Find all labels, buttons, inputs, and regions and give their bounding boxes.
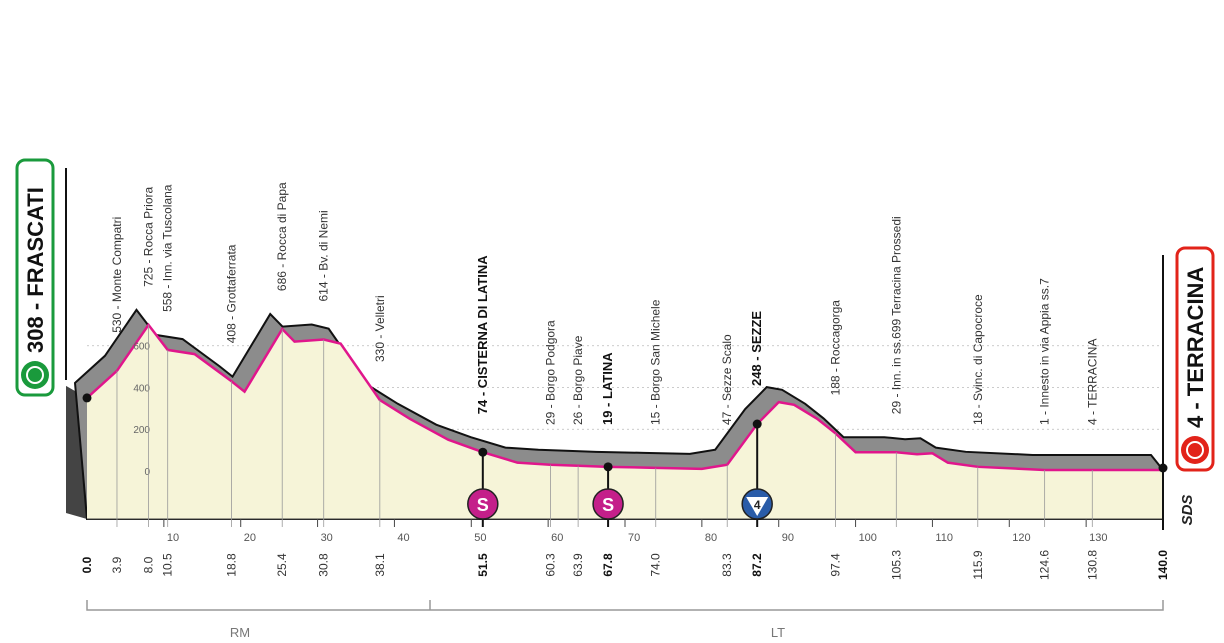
waypoint-km: 38.1 [373,553,387,577]
waypoint-dot [478,447,488,457]
start-dot [82,393,92,403]
waypoint-km: 25.4 [275,553,289,577]
finish-km: 140.0 [1156,550,1170,580]
x-tick-label: 20 [244,532,256,544]
start-icon [21,361,49,389]
y-tick-label: 0 [144,467,150,478]
finish-icon [1181,436,1209,464]
x-tick-label: 130 [1089,532,1107,544]
waypoint-km: 83.3 [720,553,734,577]
waypoint-label: 74 - CISTERNA DI LATINA [475,255,490,415]
start-box [15,158,55,397]
sprint-icon [592,488,624,520]
waypoint-km: 97.4 [829,553,843,577]
waypoint-km: 18.8 [224,553,238,577]
waypoint-label: 1 - Innesto in via Appia ss.7 [1038,278,1052,425]
waypoint-label: 188 - Roccagorga [829,300,843,396]
icon-label: 4 [754,498,761,512]
waypoint-km: 87.2 [750,553,764,577]
icon-label: S [602,495,614,515]
waypoint-km: 74.0 [649,553,663,577]
waypoint-km: 51.5 [476,553,490,577]
finish-label: 4 - TERRACINA [1183,267,1208,428]
x-tick-label: 50 [474,532,486,544]
waypoint-km: 10.5 [161,553,175,577]
x-tick-label: 10 [167,532,179,544]
waypoint-dot [603,462,613,472]
profile-area [87,324,1163,519]
waypoint-km: 105.3 [889,550,903,580]
start-icon-inner [26,366,44,384]
waypoint-label: 29 - Borgo Podgora [543,320,557,425]
waypoint-label: 248 - SEZZE [749,311,764,386]
waypoint-km: 30.8 [317,553,331,577]
x-tick-label: 120 [1012,532,1030,544]
finish-icon-inner [1186,441,1204,459]
waypoint-label: 558 - Inn. via Tuscolana [161,184,175,312]
y-tick-label: 400 [133,383,150,394]
finish-box [1175,246,1215,472]
waypoint-km: 60.3 [543,553,557,577]
waypoint-label: 725 - Rocca Priora [141,187,155,287]
x-tick-label: 30 [321,532,333,544]
x-tick-label: 70 [628,532,640,544]
region-bracket [86,600,1164,611]
icon-label: S [477,495,489,515]
waypoint-km: 67.8 [601,553,615,577]
waypoint-label: 330 - Velletri [373,295,387,362]
region-label: RM [230,625,250,640]
waypoint-label: 530 - Monte Compatri [110,217,124,333]
kom-triangle [746,497,769,516]
waypoint-km: 63.9 [571,553,585,577]
waypoint-label: 408 - Grottaferrata [224,244,238,343]
waypoint-km: 115.9 [971,550,985,579]
waypoint-km: 3.9 [110,556,124,573]
x-tick-label: 110 [935,532,953,544]
waypoint-label: 614 - Bv. di Nemi [317,210,331,301]
waypoint-label: 47 - Sezze Scalo [720,334,734,425]
waypoint-label: 18 - Svinc. di Capocroce [971,294,985,425]
waypoint-label: 19 - LATINA [600,352,615,425]
waypoint-dot [752,419,762,429]
waypoint-km: 130.8 [1085,550,1099,580]
x-tick-label: 90 [782,532,794,544]
waypoint-km: 124.6 [1038,550,1052,580]
start-km: 0.0 [80,556,94,573]
waypoint-label: 29 - Inn. in ss.699 Terracina Prossedi [889,216,903,414]
waypoint-label: 4 - TERRACINA [1085,339,1099,425]
waypoint-label: 26 - Borgo Piave [571,335,585,425]
x-tick-label: 100 [859,532,877,544]
y-tick-label: 200 [133,425,150,436]
region-label: LT [771,625,785,640]
start-label: 308 - FRASCATI [23,187,48,353]
waypoint-km: 8.0 [141,556,155,573]
x-tick-label: 60 [551,532,563,544]
profile-line [86,322,1163,472]
sprint-icon [467,488,499,520]
waypoint-label: 15 - Borgo San Michele [649,299,663,425]
x-tick-label: 40 [397,532,409,544]
waypoint-label: 686 - Rocca di Papa [275,182,289,291]
logo: SDS [1179,495,1196,526]
y-tick-label: 600 [133,342,150,353]
x-tick-label: 80 [705,532,717,544]
